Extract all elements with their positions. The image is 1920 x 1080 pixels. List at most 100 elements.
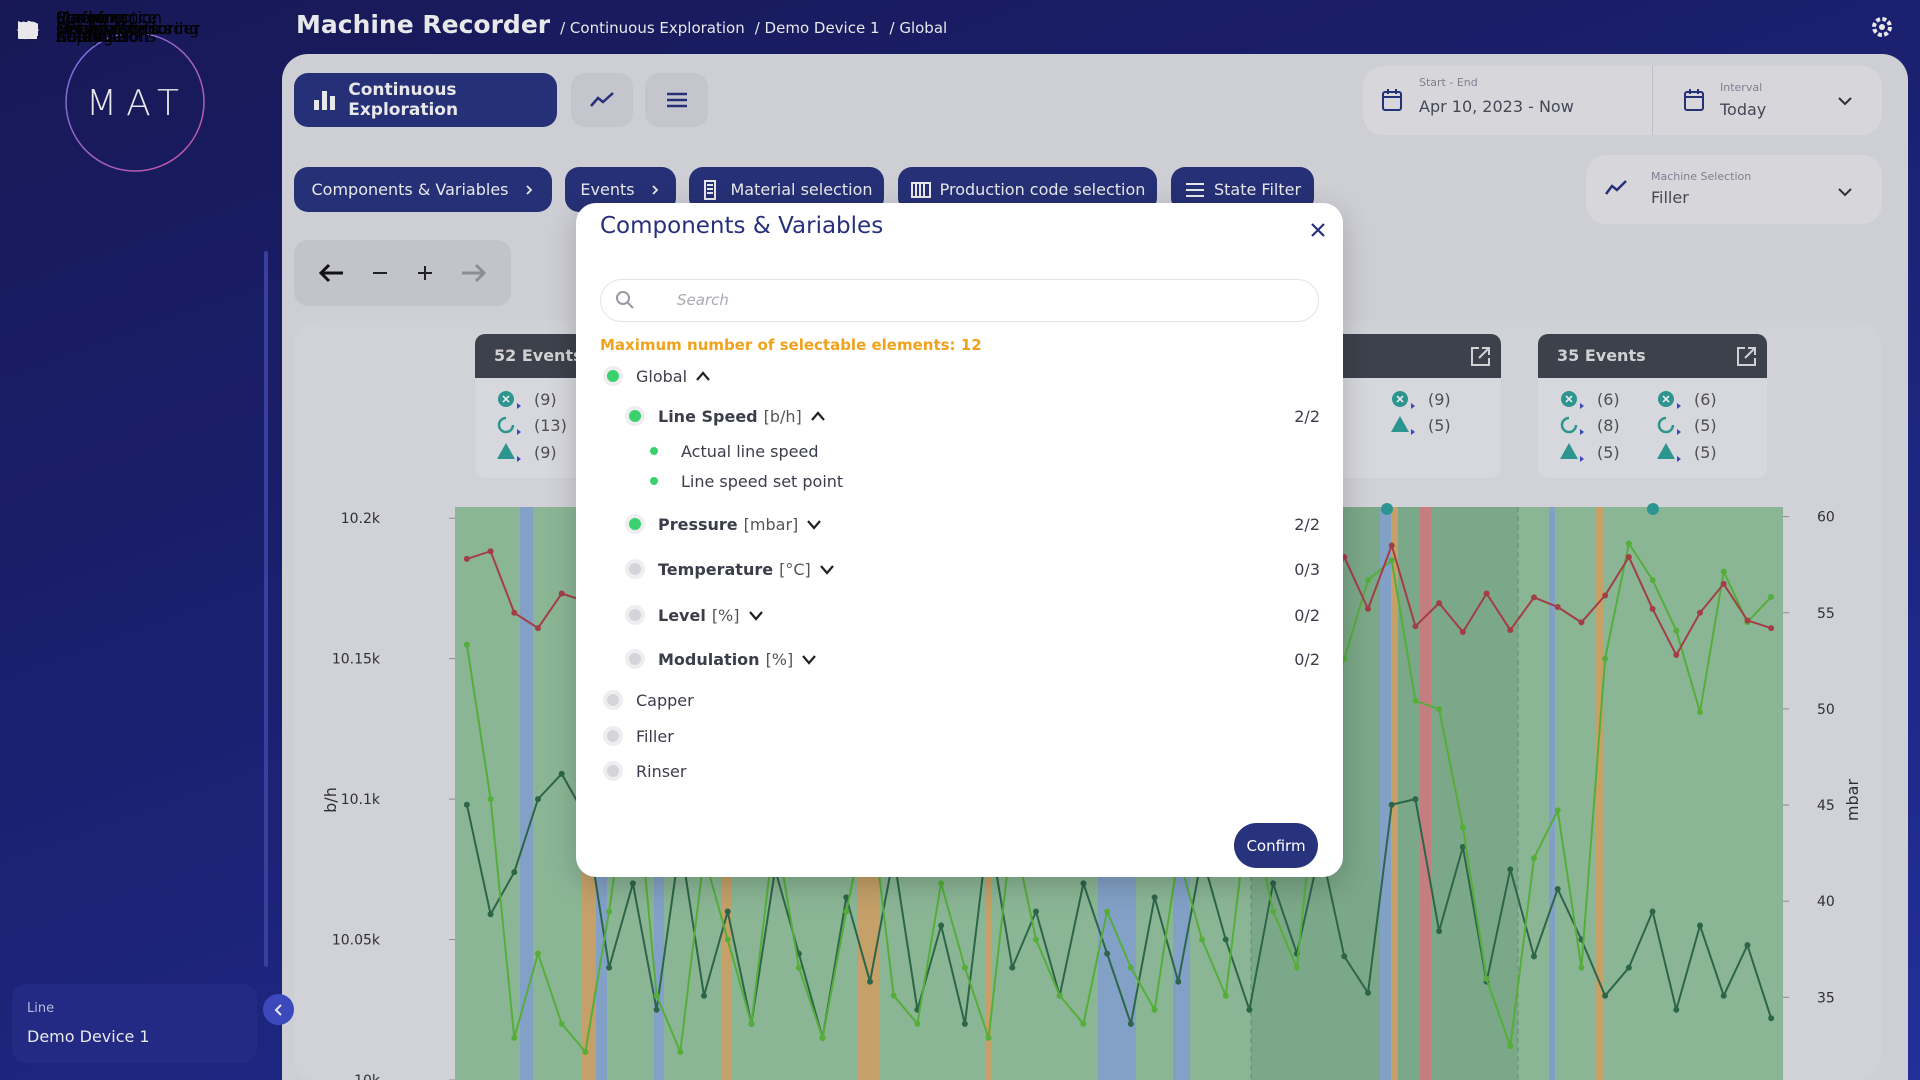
series-point xyxy=(1578,964,1585,971)
expand-chevron[interactable] xyxy=(819,563,835,575)
chevron xyxy=(525,184,532,195)
tree-row[interactable]: Global xyxy=(576,361,1343,391)
nav-text: Performance Settings xyxy=(56,8,157,46)
nav-label: Health Monitoring xyxy=(56,19,200,38)
series-point xyxy=(1222,992,1229,999)
filter-label: Material selection xyxy=(730,180,873,199)
breadcrumb[interactable]: / Continuous Exploration xyxy=(560,19,745,37)
select-dot[interactable] xyxy=(602,689,624,711)
tree-row[interactable]: Line speed set point xyxy=(576,466,1343,496)
nav-item[interactable]: Options xyxy=(0,19,282,660)
series-point xyxy=(1697,709,1703,716)
series-point xyxy=(511,1034,518,1041)
event-icon xyxy=(497,416,515,434)
settings-icon[interactable] xyxy=(1870,15,1894,39)
tree-row[interactable]: Rinser xyxy=(576,756,1343,786)
expand-chevron[interactable] xyxy=(801,653,817,665)
select-dot[interactable] xyxy=(624,648,646,670)
y-tick-label: 10k xyxy=(354,1073,381,1080)
series-point xyxy=(463,555,470,562)
series-point xyxy=(985,1034,992,1041)
select-dot[interactable] xyxy=(624,405,646,427)
nav-text: Machine Supervision xyxy=(56,8,150,46)
nav-label: Settings xyxy=(56,27,122,46)
expand-chevron[interactable] xyxy=(748,609,764,621)
tree-row[interactable]: Temperature [°C] 0/3 xyxy=(576,554,1343,584)
zoom-in-button[interactable] xyxy=(415,262,435,284)
event-subicon xyxy=(1580,456,1584,462)
series-point xyxy=(558,770,565,777)
event-count: (9) xyxy=(534,443,557,462)
series-point xyxy=(1459,824,1466,831)
breadcrumb[interactable]: / Global xyxy=(889,19,948,37)
nav-label: Performance xyxy=(56,8,158,27)
search-box[interactable]: Search xyxy=(600,279,1319,322)
back-button[interactable] xyxy=(317,262,345,284)
close-button[interactable] xyxy=(1309,221,1327,239)
select-dot[interactable] xyxy=(643,470,665,492)
breadcrumb[interactable]: / Demo Device 1 xyxy=(754,19,880,37)
tree-unit: [mbar] xyxy=(743,514,799,534)
select-dot[interactable] xyxy=(624,558,646,580)
nav-label: Consumption xyxy=(56,8,162,27)
tree-row[interactable]: Capper xyxy=(576,685,1343,715)
forward-button[interactable] xyxy=(460,262,488,284)
confirm-button[interactable]: Confirm xyxy=(1234,823,1318,868)
event-icon xyxy=(1657,443,1675,459)
tree-row[interactable]: Line Speed [b/h] 2/2 xyxy=(576,401,1343,431)
list-mode-button[interactable] xyxy=(645,73,708,127)
expand-chevron[interactable] xyxy=(695,370,711,382)
series-point xyxy=(961,1020,968,1027)
event-count: (9) xyxy=(534,390,557,409)
tree-name: Rinser xyxy=(636,761,687,781)
series-point xyxy=(1554,603,1561,610)
series-point xyxy=(1602,592,1609,599)
select-dot[interactable] xyxy=(643,440,665,462)
event-icon-mark xyxy=(1662,395,1670,403)
filter-icon-shape xyxy=(1185,182,1204,197)
zoom-out-button[interactable] xyxy=(370,262,390,284)
event-subicon xyxy=(1411,403,1415,409)
date-range[interactable]: Start - End Apr 10, 2023 - Now Interval … xyxy=(1363,66,1882,135)
expand-chevron[interactable] xyxy=(806,518,822,530)
tree-row[interactable]: Actual line speed xyxy=(576,436,1343,466)
breadcrumbs: / Continuous Exploration / Demo Device 1 /… xyxy=(560,19,947,37)
series-point xyxy=(535,796,541,803)
series-point xyxy=(1507,1043,1514,1050)
tree-name: Line speed set point xyxy=(681,471,844,491)
series-point xyxy=(1602,655,1609,662)
collapse-button[interactable] xyxy=(263,994,294,1025)
tree-row[interactable]: Level [%] 0/2 xyxy=(576,600,1343,630)
event-card[interactable]: 35 Events (6) (8) (5) (6) (5) (5) xyxy=(1538,334,1767,478)
series-point xyxy=(558,1020,565,1027)
event-marker[interactable] xyxy=(1647,503,1659,515)
select-dot[interactable] xyxy=(602,365,624,387)
series-point xyxy=(1341,953,1348,960)
expand-chevron[interactable] xyxy=(810,410,826,422)
chevron xyxy=(802,655,817,665)
nav-label: Analytics xyxy=(56,27,129,46)
state-band xyxy=(1549,507,1555,1080)
tree-name: Modulation xyxy=(658,649,760,669)
nav-item[interactable]: Machine Supervision xyxy=(0,8,282,120)
select-dot[interactable] xyxy=(624,513,646,535)
tree-row[interactable]: Pressure [mbar] 2/2 xyxy=(576,509,1343,539)
select-dot[interactable] xyxy=(602,725,624,747)
select-dot[interactable] xyxy=(602,760,624,782)
event-count: (8) xyxy=(1597,416,1620,435)
tree-row[interactable]: Filler xyxy=(576,721,1343,751)
event-marker[interactable] xyxy=(1381,503,1393,515)
line-selector[interactable]: Line Demo Device 1 xyxy=(12,984,257,1063)
event-icon-mark xyxy=(1396,395,1404,403)
series-point xyxy=(1080,880,1087,887)
machine-selection[interactable]: Machine Selection Filler xyxy=(1586,155,1882,224)
chart-mode-button[interactable] xyxy=(571,73,633,127)
filter-button[interactable]: Components & Variables xyxy=(294,167,552,212)
chart-mode-icon xyxy=(590,92,614,107)
series-point xyxy=(1625,553,1632,560)
select-dot[interactable] xyxy=(624,604,646,626)
tree-row[interactable]: Modulation [%] 0/2 xyxy=(576,644,1343,674)
view-button[interactable]: Continuous Exploration xyxy=(294,73,557,127)
nav-item[interactable]: Lean Analytics xyxy=(0,19,282,180)
nav-text: Smart Notifications xyxy=(56,8,156,46)
